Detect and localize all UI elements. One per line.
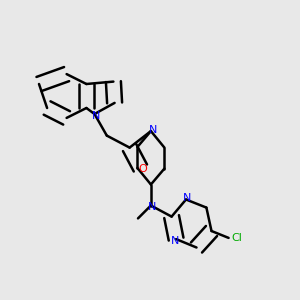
Text: N: N [148, 202, 157, 212]
Text: O: O [138, 164, 147, 175]
Text: N: N [183, 193, 192, 203]
Text: N: N [170, 236, 179, 246]
Text: N: N [149, 124, 158, 135]
Text: Cl: Cl [231, 233, 242, 243]
Text: N: N [92, 111, 100, 122]
